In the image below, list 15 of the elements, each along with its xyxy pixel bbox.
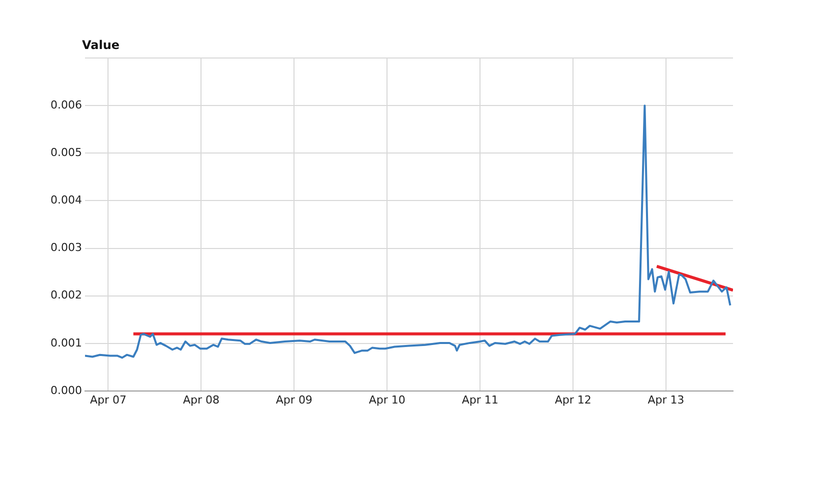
- y-tick-label: 0.000: [50, 384, 82, 397]
- x-tick-label: Apr 12: [554, 393, 592, 406]
- y-tick-label: 0.001: [50, 336, 82, 350]
- x-tick-label: Apr 09: [276, 393, 312, 406]
- y-tick-label: 0.003: [50, 241, 82, 254]
- x-tick-label: Apr 07: [90, 393, 127, 406]
- x-tick-label: Apr 10: [368, 393, 406, 406]
- x-tick-label: Apr 11: [462, 393, 498, 406]
- y-tick-label: 0.002: [50, 288, 82, 302]
- y-tick-label: 0.004: [50, 194, 82, 207]
- y-tick-label: 0.005: [50, 146, 82, 159]
- y-axis-title: Value: [82, 38, 120, 52]
- x-tick-label: Apr 13: [648, 393, 684, 406]
- x-tick-label: Apr 08: [182, 393, 220, 406]
- y-tick-label: 0.006: [50, 98, 82, 112]
